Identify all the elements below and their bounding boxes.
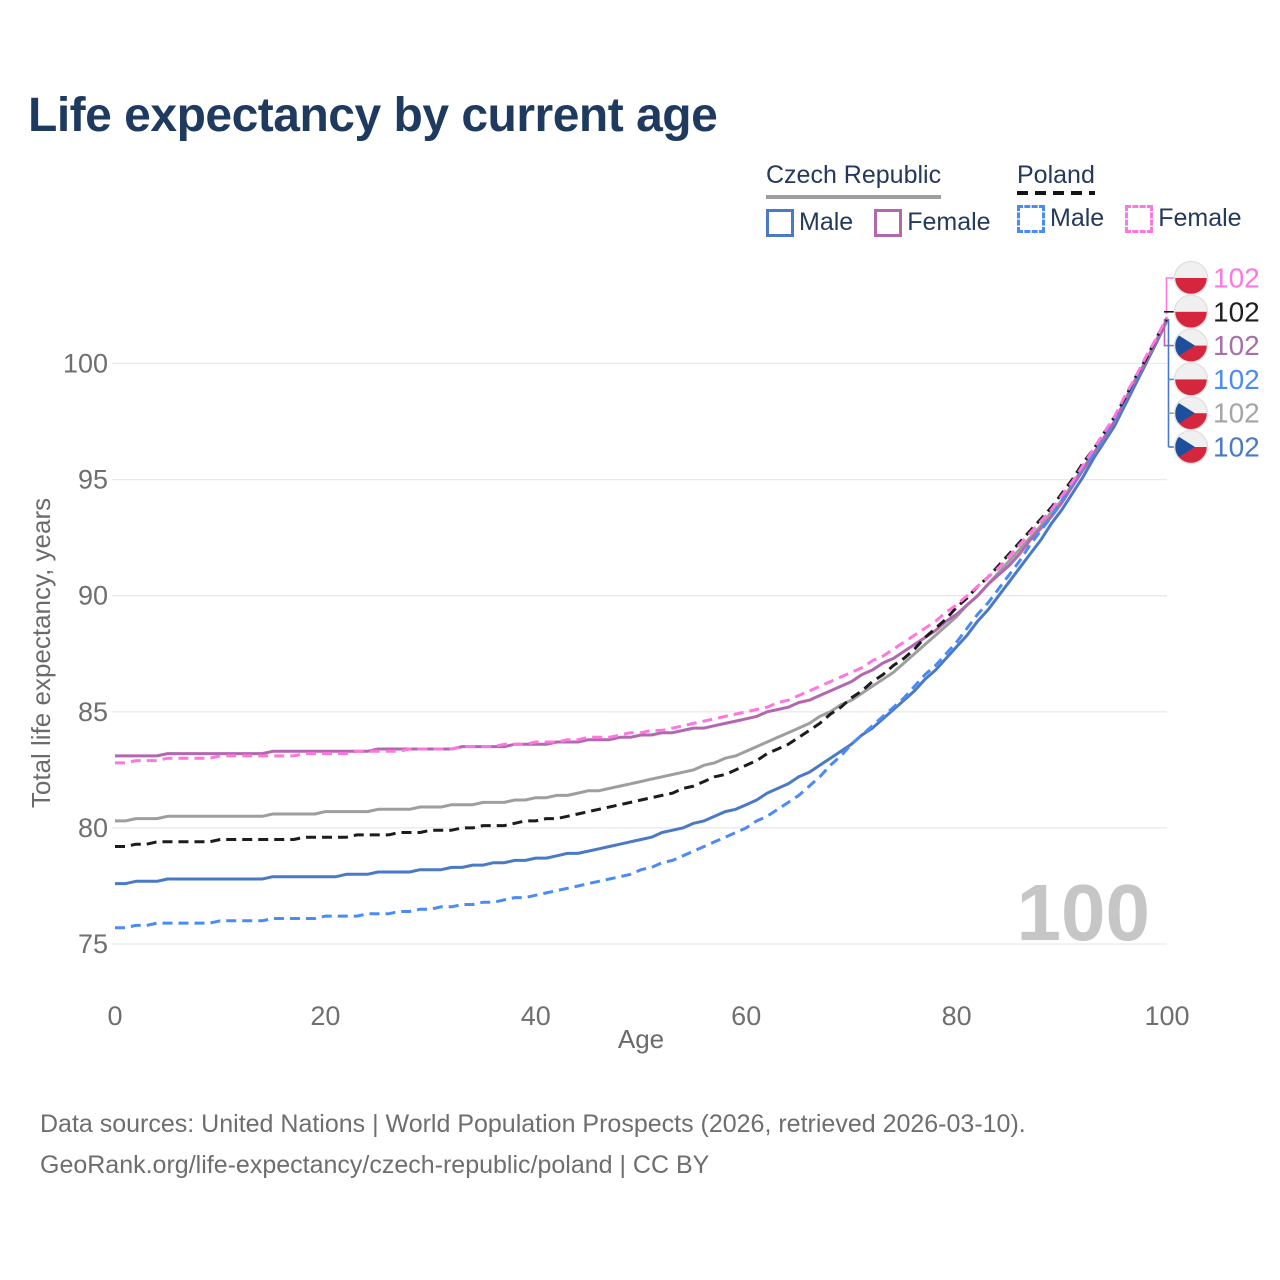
- current-age-counter: 100: [1017, 868, 1150, 957]
- legend-item-poland-female[interactable]: Female: [1125, 204, 1242, 233]
- x-tick-label: 20: [310, 1001, 340, 1031]
- poland-flag-icon: [1174, 295, 1208, 329]
- czech-flag-icon: [1174, 430, 1208, 464]
- x-tick-label: 80: [942, 1001, 972, 1031]
- leader-line: [1165, 277, 1174, 315]
- flag-ring: [1173, 294, 1209, 330]
- y-axis-title: Total life expectancy, years: [26, 498, 56, 808]
- legend-group-poland: Poland Male Female: [1017, 161, 1263, 233]
- end-value-label-czech-republic-male: 102: [1213, 432, 1260, 463]
- series-line-poland-male[interactable]: [115, 317, 1169, 930]
- flag-ring: [1173, 328, 1209, 363]
- flag-ring: [1173, 429, 1209, 465]
- end-value-label-czech-republic-both: 102: [1213, 398, 1260, 429]
- legend-title-czech-republic[interactable]: Czech Republic: [766, 161, 942, 199]
- footer-line-1: Data sources: United Nations | World Pop…: [40, 1110, 1026, 1138]
- legend-item-label: Female: [907, 208, 991, 236]
- legend-item-label: Male: [1050, 204, 1105, 232]
- end-value-label-czech-republic-female: 102: [1213, 330, 1260, 361]
- legend-item-label: Male: [799, 208, 854, 236]
- legend-item-czech-male[interactable]: Male: [766, 208, 853, 237]
- end-value-label-poland-male: 102: [1213, 364, 1260, 395]
- series-line-czech-republic-female[interactable]: [115, 318, 1169, 758]
- y-tick-label: 75: [78, 929, 108, 959]
- y-tick-label: 90: [78, 581, 108, 611]
- czech-male-swatch-icon: [766, 208, 794, 237]
- series-line-poland-female[interactable]: [115, 316, 1169, 765]
- footer-line-2: GeoRank.org/life-expectancy/czech-republ…: [40, 1151, 710, 1179]
- legend-item-czech-female[interactable]: Female: [874, 208, 991, 237]
- legend-item-label: Female: [1158, 204, 1242, 232]
- x-tick-label: 60: [731, 1001, 761, 1031]
- y-tick-label: 85: [78, 697, 108, 727]
- poland-flag-icon: [1174, 261, 1208, 295]
- y-tick-label: 80: [78, 813, 108, 843]
- legend-item-poland-male[interactable]: Male: [1017, 204, 1104, 233]
- data-sources-note: Data sources: United Nations | World Pop…: [40, 1104, 1026, 1186]
- flag-ring: [1173, 362, 1209, 397]
- page-title: Life expectancy by current age: [28, 89, 718, 142]
- x-tick-label: 0: [107, 1001, 122, 1031]
- y-tick-label: 95: [78, 465, 108, 495]
- end-value-label-poland-female: 102: [1213, 263, 1260, 294]
- leader-line: [1163, 319, 1174, 347]
- poland-flag-icon: [1174, 362, 1208, 396]
- legend-title-poland[interactable]: Poland: [1017, 161, 1095, 195]
- poland-female-swatch-icon: [1125, 204, 1154, 233]
- end-value-label-poland-both: 102: [1213, 296, 1260, 327]
- flag-ring: [1173, 395, 1209, 431]
- legend-group-czech-republic: Czech Republic Male Female: [766, 161, 1012, 237]
- series-line-czech-republic-male[interactable]: [115, 319, 1169, 886]
- czech-flag-icon: [1174, 329, 1208, 363]
- flag-ring: [1173, 260, 1209, 296]
- line-chart: 75 80 85 90 95 100 0 20 40 60 80 100 Age Total life e…: [26, 260, 1260, 1054]
- series-line-czech-republic-both[interactable]: [115, 318, 1169, 823]
- x-axis-title: Age: [618, 1024, 664, 1054]
- x-tick-label: 100: [1144, 1001, 1189, 1031]
- y-tick-label: 100: [63, 349, 108, 379]
- x-tick-label: 40: [521, 1001, 551, 1031]
- czech-flag-icon: [1174, 396, 1208, 430]
- poland-male-swatch-icon: [1017, 204, 1045, 233]
- czech-female-swatch-icon: [874, 208, 903, 237]
- series-line-poland-both[interactable]: [115, 317, 1169, 848]
